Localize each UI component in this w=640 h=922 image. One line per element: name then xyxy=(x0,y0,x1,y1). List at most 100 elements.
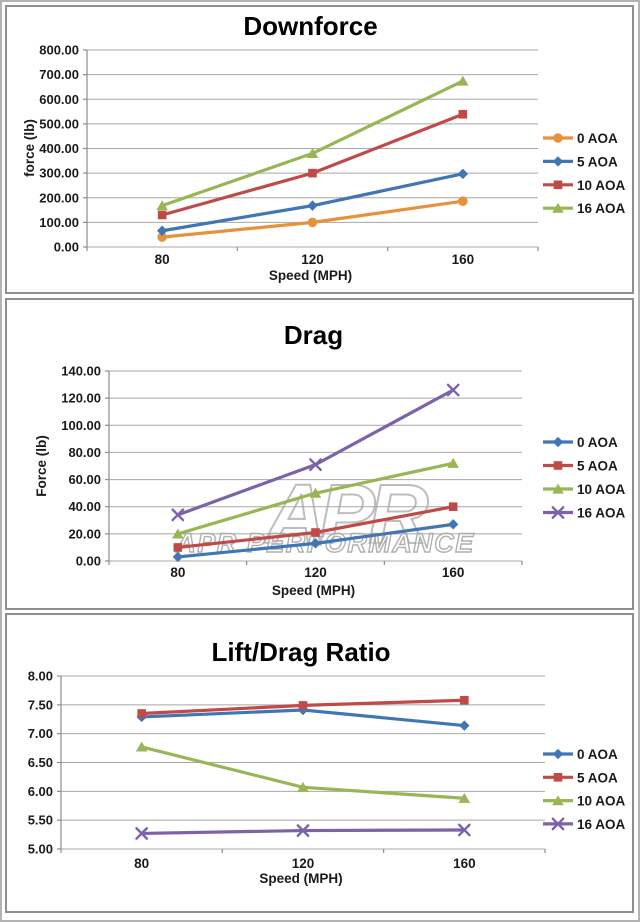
y-tick-label: 200.00 xyxy=(39,190,79,205)
legend-marker-square-icon xyxy=(553,180,563,190)
legend-marker-x-icon xyxy=(551,506,565,519)
marker-square-icon xyxy=(308,168,317,178)
marker-square-icon xyxy=(157,210,167,220)
y-tick-label: 100.00 xyxy=(61,418,101,433)
lift-drag-ratio-chart-panel: Lift/Drag Ratio 5.00 5.50 6.00 6.50 7.00 7.50… xyxy=(5,613,634,913)
legend-label: 16 AOA xyxy=(577,506,626,521)
y-tick-label: 0.00 xyxy=(76,554,101,569)
legend-marker-triangle-icon xyxy=(552,202,564,213)
legend-marker-triangle-icon xyxy=(552,483,564,494)
marker-triangle-icon xyxy=(156,200,168,211)
marker-triangle-icon xyxy=(297,781,309,792)
legend-label: 0 AOA xyxy=(577,131,618,146)
marker-triangle-icon xyxy=(458,792,471,803)
y-tick-label: 100.00 xyxy=(39,215,79,230)
marker-square-icon xyxy=(311,528,320,537)
marker-x-icon xyxy=(457,823,471,837)
marker-square-icon xyxy=(298,701,308,710)
legend-label: 16 AOA xyxy=(577,817,626,832)
legend-label: 16 AOA xyxy=(577,201,626,216)
y-tick-label: 40.00 xyxy=(68,499,101,514)
y-tick-label: 80.00 xyxy=(68,445,101,460)
legend-label: 0 AOA xyxy=(577,747,618,762)
y-tick-label: 120.00 xyxy=(61,391,101,406)
marker-triangle-icon xyxy=(306,148,319,159)
marker-square-icon xyxy=(173,543,183,552)
marker-triangle-icon xyxy=(172,528,184,539)
downforce-x-axis-title: Speed (MPH) xyxy=(268,268,353,283)
x-tick-label: 160 xyxy=(453,856,476,871)
marker-x-icon xyxy=(296,824,310,837)
marker-triangle-icon xyxy=(135,741,148,752)
lift-drag-ratio-x-axis-title: Speed (MPH) xyxy=(259,871,343,886)
marker-triangle-icon xyxy=(447,457,459,468)
legend-marker-diamond-icon xyxy=(552,748,564,760)
marker-diamond-icon xyxy=(457,168,469,180)
marker-x-icon xyxy=(171,508,185,522)
legend-marker-square-icon xyxy=(553,773,563,782)
y-tick-label: 20.00 xyxy=(68,526,101,541)
drag-plot: 0.00 20.00 40.00 60.00 80.00 100.00 120.00 140.… xyxy=(61,364,626,581)
marker-diamond-icon xyxy=(307,200,318,211)
x-tick-label: 120 xyxy=(301,252,324,267)
x-tick-label: 120 xyxy=(292,856,315,871)
x-tick-label: 80 xyxy=(170,565,185,580)
y-tick-label: 60.00 xyxy=(68,472,101,487)
y-tick-label: 600.00 xyxy=(39,92,79,107)
y-tick-label: 5.50 xyxy=(28,813,53,828)
downforce-chart-panel: Downforce force (lb) 0.00 100.00 200.00 300… xyxy=(5,5,634,294)
downforce-chart-title: Downforce xyxy=(243,11,378,41)
legend-label: 0 AOA xyxy=(577,435,618,450)
marker-square-icon xyxy=(137,709,146,718)
legend-marker-diamond-icon xyxy=(552,156,564,167)
y-tick-label: 140.00 xyxy=(61,364,101,379)
drag-chart-panel: Drag Force (lb) 0.00 20.00 40.00 60.00 80.00… xyxy=(5,298,634,610)
legend-marker-square-icon xyxy=(553,461,563,470)
marker-square-icon xyxy=(448,502,458,512)
legend-marker-x-icon xyxy=(551,817,565,831)
y-tick-label: 5.00 xyxy=(28,842,53,857)
legend-label: 10 AOA xyxy=(577,482,626,497)
y-tick-label: 800.00 xyxy=(39,43,79,58)
legend-label: 5 AOA xyxy=(577,459,618,474)
marker-square-icon xyxy=(458,109,468,119)
marker-x-icon xyxy=(309,458,322,472)
series-line-10-aoa xyxy=(160,112,465,217)
y-tick-label: 0.00 xyxy=(54,240,79,255)
x-tick-label: 160 xyxy=(442,565,465,580)
x-tick-label: 120 xyxy=(304,565,327,580)
legend-marker-circle-icon xyxy=(553,133,563,143)
y-tick-label: 700.00 xyxy=(39,67,79,82)
drag-x-axis-title: Speed (MPH) xyxy=(271,583,356,598)
marker-circle-icon xyxy=(307,217,318,228)
y-tick-label: 300.00 xyxy=(39,166,79,181)
marker-diamond-icon xyxy=(156,225,168,236)
marker-triangle-icon xyxy=(309,487,322,498)
y-tick-label: 8.00 xyxy=(28,669,53,684)
y-tick-label: 500.00 xyxy=(39,116,79,131)
x-tick-label: 80 xyxy=(155,252,170,267)
legend-label: 10 AOA xyxy=(577,794,626,809)
legend-marker-diamond-icon xyxy=(552,436,564,448)
marker-x-icon xyxy=(135,827,149,840)
legend-label: 5 AOA xyxy=(577,154,618,169)
y-tick-label: 6.00 xyxy=(28,784,53,799)
marker-square-icon xyxy=(460,695,469,705)
legend-marker-triangle-icon xyxy=(552,795,564,806)
marker-circle-icon xyxy=(458,196,468,206)
y-tick-label: 7.00 xyxy=(28,726,53,741)
x-tick-label: 160 xyxy=(452,252,475,267)
lift-drag-ratio-plot: 5.00 5.50 6.00 6.50 7.00 7.50 8.00 80 120 160 0 AO… xyxy=(28,669,626,872)
marker-diamond-icon xyxy=(459,720,470,731)
y-tick-label: 6.50 xyxy=(28,755,53,770)
lift-drag-ratio-chart-title: Lift/Drag Ratio xyxy=(211,637,391,667)
downforce-plot: 0.00 100.00 200.00 300.00 400.00 500.00 600.00… xyxy=(39,43,626,268)
x-tick-label: 80 xyxy=(134,856,149,871)
y-tick-label: 7.50 xyxy=(28,697,53,712)
legend-label: 10 AOA xyxy=(577,178,626,193)
legend-label: 5 AOA xyxy=(577,770,618,785)
marker-circle-icon xyxy=(157,232,167,242)
marker-triangle-icon xyxy=(457,75,469,86)
y-tick-label: 400.00 xyxy=(39,141,79,156)
